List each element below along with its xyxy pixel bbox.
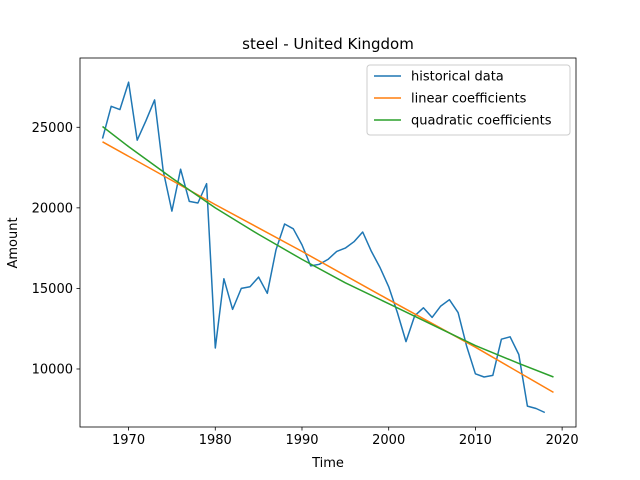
legend-box: [366, 64, 571, 136]
x-tick-label: 2010: [459, 433, 492, 448]
x-tick-label: 2000: [372, 433, 405, 448]
x-axis-title: Time: [311, 456, 344, 471]
legend-label: linear coefficients: [411, 92, 527, 107]
y-tick-label: 15000: [32, 282, 73, 297]
plot-area: 1970 1980 1990 2000 2010 2020 10000 15000 20000 2…: [32, 57, 579, 448]
series-line-historical-data: [101, 81, 546, 414]
x-tick-label: 1990: [285, 433, 318, 448]
y-tick-label: 25000: [32, 121, 73, 136]
y-tick-label: 20000: [32, 201, 73, 216]
legend-label: historical data: [411, 70, 504, 85]
y-tick-label: 10000: [32, 362, 73, 377]
chart-title: steel - United Kingdom: [242, 35, 414, 53]
x-tick-label: 1980: [199, 433, 232, 448]
y-axis-title: Amount: [6, 217, 21, 268]
legend-label: quadratic coefficients: [411, 114, 552, 129]
x-tick-label: 1970: [112, 433, 145, 448]
series-line-quadratic-coefficients: [102, 125, 554, 378]
x-tick-label: 2020: [546, 433, 579, 448]
axes-frame: [79, 57, 577, 428]
legend: historical data linear coefficients quadra…: [366, 64, 571, 136]
